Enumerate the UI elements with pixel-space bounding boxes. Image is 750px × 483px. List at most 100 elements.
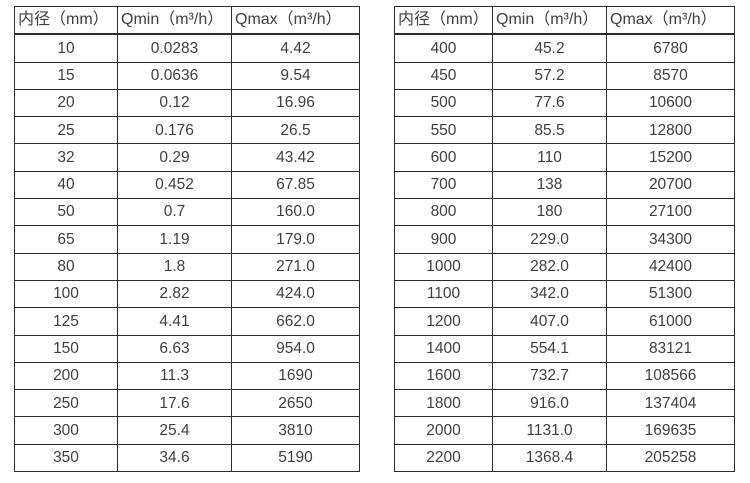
table-row: 1800 916.0 137404 — [394, 389, 735, 418]
table-cell: 1100 — [394, 279, 493, 309]
table-row: 500 77.6 10600 — [394, 88, 735, 118]
table-cell: 954.0 — [231, 334, 360, 363]
table-cell: 179.0 — [231, 225, 360, 254]
table-cell: 85.5 — [492, 116, 607, 145]
table-cell: 0.12 — [117, 88, 232, 118]
table-row: 32 0.29 43.42 — [14, 143, 360, 172]
table-header-left: 内径（mm） Qmin（m³/h） Qmax（m³/h） — [14, 6, 360, 36]
table-row: 100 2.82 424.0 — [14, 279, 360, 309]
table-cell: 0.176 — [117, 116, 232, 145]
table-cell: 3810 — [231, 416, 360, 445]
table-cell: 6780 — [606, 33, 735, 63]
table-row: 900 229.0 34300 — [394, 225, 735, 254]
table-cell: 77.6 — [492, 88, 607, 118]
column-header-diameter: 内径（mm） — [14, 6, 118, 36]
table-cell: 271.0 — [231, 252, 360, 281]
table-cell: 200 — [14, 361, 118, 391]
table-cell: 342.0 — [492, 279, 607, 309]
table-cell: 110 — [492, 143, 607, 172]
column-header-qmax: Qmax（m³/h） — [606, 6, 735, 36]
table-cell: 80 — [14, 252, 118, 281]
table-row: 1400 554.1 83121 — [394, 334, 735, 363]
table-cell: 2.82 — [117, 279, 232, 309]
table-row: 200 11.3 1690 — [14, 361, 360, 391]
header-row: 内径（mm） Qmin（m³/h） Qmax（m³/h） — [394, 6, 735, 36]
table-row: 350 34.6 5190 — [14, 443, 360, 473]
table-row: 2000 1131.0 169635 — [394, 416, 735, 445]
table-row: 1000 282.0 42400 — [394, 252, 735, 281]
column-header-qmin: Qmin（m³/h） — [492, 6, 607, 36]
table-row: 550 85.5 12800 — [394, 116, 735, 145]
table-row: 1100 342.0 51300 — [394, 279, 735, 309]
table-row: 80 1.8 271.0 — [14, 252, 360, 281]
table-cell: 500 — [394, 88, 493, 118]
table-row: 2200 1368.4 205258 — [394, 443, 735, 473]
table-row: 400 45.2 6780 — [394, 33, 735, 63]
table-row: 300 25.4 3810 — [14, 416, 360, 445]
table-cell: 1400 — [394, 334, 493, 363]
table-cell: 916.0 — [492, 389, 607, 418]
table-cell: 20 — [14, 88, 118, 118]
table-row: 1600 732.7 108566 — [394, 361, 735, 391]
table-row: 20 0.12 16.96 — [14, 88, 360, 118]
table-cell: 10600 — [606, 88, 735, 118]
table-cell: 424.0 — [231, 279, 360, 309]
table-cell: 350 — [14, 443, 118, 473]
table-body-right: 400 45.2 6780 450 57.2 8570 500 77.6 10600 550 85.… — [394, 33, 735, 473]
table-cell: 138 — [492, 170, 607, 200]
table-cell: 1690 — [231, 361, 360, 391]
table-cell: 150 — [14, 334, 118, 363]
table-cell: 67.85 — [231, 170, 360, 200]
table-cell: 34.6 — [117, 443, 232, 473]
table-cell: 16.96 — [231, 88, 360, 118]
table-cell: 1000 — [394, 252, 493, 281]
table-cell: 10 — [14, 33, 118, 63]
table-cell: 0.0283 — [117, 33, 232, 63]
table-cell: 108566 — [606, 361, 735, 391]
table-cell: 25 — [14, 116, 118, 145]
table-cell: 1368.4 — [492, 443, 607, 473]
table-row: 10 0.0283 4.42 — [14, 33, 360, 63]
table-cell: 662.0 — [231, 307, 360, 336]
table-cell: 450 — [394, 61, 493, 90]
table-cell: 42400 — [606, 252, 735, 281]
table-cell: 2650 — [231, 389, 360, 418]
table-row: 50 0.7 160.0 — [14, 198, 360, 227]
table-cell: 65 — [14, 225, 118, 254]
column-header-qmax: Qmax（m³/h） — [231, 6, 360, 36]
table-cell: 34300 — [606, 225, 735, 254]
table-cell: 0.452 — [117, 170, 232, 200]
table-cell: 27100 — [606, 198, 735, 227]
table-cell: 300 — [14, 416, 118, 445]
table-row: 1200 407.0 61000 — [394, 307, 735, 336]
table-cell: 229.0 — [492, 225, 607, 254]
table-cell: 0.0636 — [117, 61, 232, 90]
column-header-diameter: 内径（mm） — [394, 6, 493, 36]
table-cell: 554.1 — [492, 334, 607, 363]
table-cell: 732.7 — [492, 361, 607, 391]
table-row: 450 57.2 8570 — [394, 61, 735, 90]
header-row: 内径（mm） Qmin（m³/h） Qmax（m³/h） — [14, 6, 360, 36]
table-cell: 17.6 — [117, 389, 232, 418]
table-cell: 20700 — [606, 170, 735, 200]
table-cell: 205258 — [606, 443, 735, 473]
table-cell: 12800 — [606, 116, 735, 145]
table-cell: 61000 — [606, 307, 735, 336]
table-cell: 43.42 — [231, 143, 360, 172]
table-cell: 282.0 — [492, 252, 607, 281]
table-cell: 125 — [14, 307, 118, 336]
table-cell: 45.2 — [492, 33, 607, 63]
table-cell: 160.0 — [231, 198, 360, 227]
table-row: 25 0.176 26.5 — [14, 116, 360, 145]
table-row: 125 4.41 662.0 — [14, 307, 360, 336]
table-cell: 26.5 — [231, 116, 360, 145]
table-cell: 407.0 — [492, 307, 607, 336]
table-cell: 1.8 — [117, 252, 232, 281]
table-cell: 550 — [394, 116, 493, 145]
flow-table-right: 内径（mm） Qmin（m³/h） Qmax（m³/h） 400 45.2 6780… — [394, 6, 735, 473]
table-cell: 25.4 — [117, 416, 232, 445]
table-cell: 15200 — [606, 143, 735, 172]
flow-tables-page: 内径（mm） Qmin（m³/h） Qmax（m³/h） 10 0.0283 4.4… — [14, 6, 735, 473]
table-row: 800 180 27100 — [394, 198, 735, 227]
table-cell: 57.2 — [492, 61, 607, 90]
